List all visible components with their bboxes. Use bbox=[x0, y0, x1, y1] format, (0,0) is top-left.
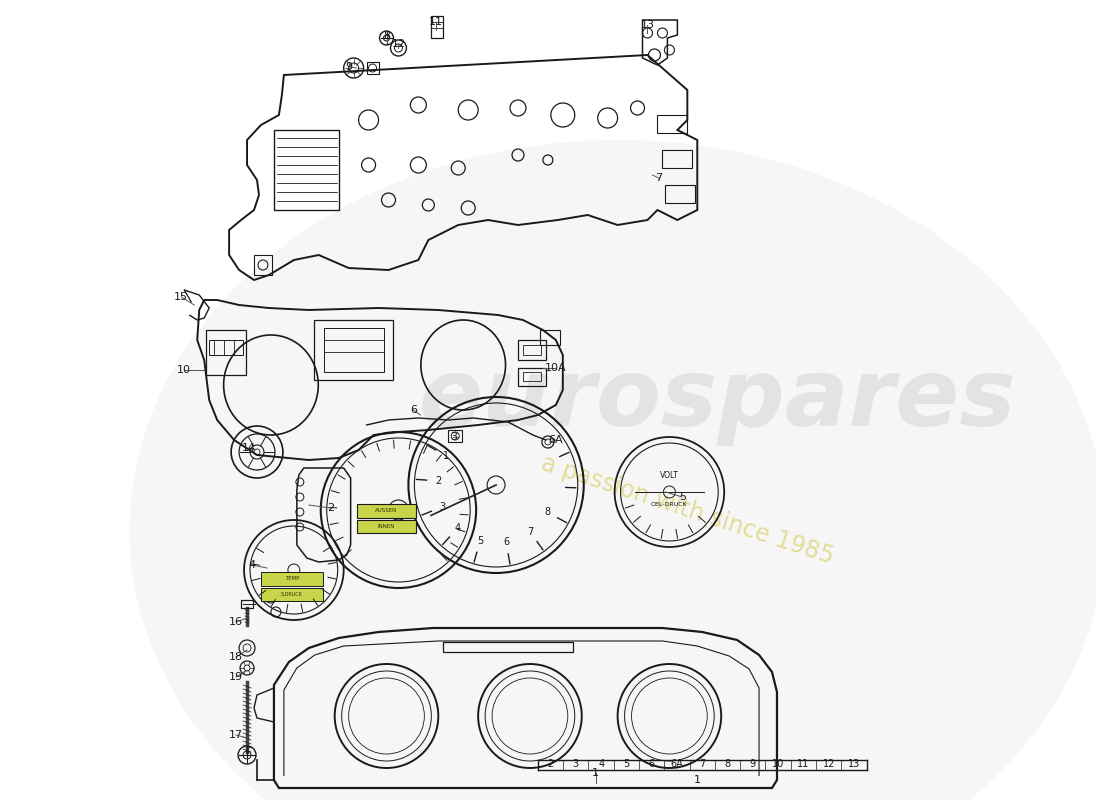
Bar bbox=[522, 372, 541, 381]
Text: 12: 12 bbox=[823, 759, 835, 769]
Text: 6: 6 bbox=[410, 405, 417, 415]
Text: S.DRUCK: S.DRUCK bbox=[280, 593, 302, 598]
Bar bbox=[443, 642, 573, 652]
Text: 5: 5 bbox=[679, 492, 686, 502]
Text: 2: 2 bbox=[548, 759, 553, 769]
Text: 8: 8 bbox=[725, 759, 730, 769]
Text: 14: 14 bbox=[242, 443, 256, 453]
Text: 8: 8 bbox=[544, 507, 550, 518]
Bar bbox=[261, 588, 322, 601]
Text: 9: 9 bbox=[750, 759, 756, 769]
Text: 13: 13 bbox=[640, 20, 654, 30]
Text: 4: 4 bbox=[249, 560, 255, 570]
Text: 8: 8 bbox=[383, 31, 390, 41]
Text: 5: 5 bbox=[624, 759, 629, 769]
Text: 2: 2 bbox=[327, 503, 334, 513]
Text: 6A: 6A bbox=[671, 759, 683, 769]
Text: 1: 1 bbox=[592, 768, 600, 778]
Text: 10: 10 bbox=[772, 759, 784, 769]
Text: 6: 6 bbox=[503, 537, 509, 547]
Text: 10: 10 bbox=[177, 365, 191, 375]
Text: 19: 19 bbox=[229, 672, 243, 682]
Bar bbox=[666, 185, 695, 203]
Text: 3: 3 bbox=[450, 432, 456, 442]
Bar bbox=[658, 115, 688, 133]
Text: 11: 11 bbox=[429, 17, 443, 27]
Text: 4: 4 bbox=[598, 759, 604, 769]
Text: 13: 13 bbox=[848, 759, 860, 769]
Bar bbox=[241, 600, 253, 608]
Text: 9: 9 bbox=[345, 62, 352, 72]
Bar bbox=[356, 520, 417, 533]
Text: 11: 11 bbox=[798, 759, 810, 769]
Text: INNEN: INNEN bbox=[377, 525, 395, 530]
Text: 15: 15 bbox=[174, 292, 188, 302]
Bar bbox=[314, 320, 394, 380]
Text: eurospares: eurospares bbox=[418, 354, 1016, 446]
Bar bbox=[662, 150, 692, 168]
Bar bbox=[540, 330, 560, 345]
Bar bbox=[209, 340, 243, 355]
Bar bbox=[431, 16, 443, 38]
Bar bbox=[254, 255, 272, 275]
Text: 1: 1 bbox=[694, 775, 701, 785]
Text: 7: 7 bbox=[527, 527, 534, 537]
Bar bbox=[518, 368, 546, 386]
Text: AUSSEN: AUSSEN bbox=[375, 509, 397, 514]
Ellipse shape bbox=[130, 140, 1100, 800]
Bar bbox=[261, 572, 322, 586]
Text: 7: 7 bbox=[700, 759, 705, 769]
Bar bbox=[356, 504, 417, 518]
Bar bbox=[522, 345, 541, 355]
Text: 5: 5 bbox=[477, 536, 483, 546]
Text: 3: 3 bbox=[573, 759, 579, 769]
Text: OEL-DRUCK: OEL-DRUCK bbox=[651, 502, 688, 507]
Text: 18: 18 bbox=[229, 652, 243, 662]
Bar bbox=[206, 330, 246, 375]
Text: 6: 6 bbox=[649, 759, 654, 769]
Text: TEMP: TEMP bbox=[285, 577, 299, 582]
Bar bbox=[518, 340, 546, 360]
Text: 7: 7 bbox=[654, 173, 662, 183]
Text: 12: 12 bbox=[392, 39, 406, 49]
Text: 2: 2 bbox=[436, 476, 441, 486]
Text: VOLT: VOLT bbox=[660, 471, 679, 481]
Bar bbox=[449, 430, 462, 442]
Text: 3: 3 bbox=[439, 502, 446, 512]
Text: 4: 4 bbox=[454, 523, 461, 533]
Text: 1: 1 bbox=[443, 451, 449, 461]
Text: 17: 17 bbox=[229, 730, 243, 740]
Text: 6A: 6A bbox=[549, 435, 563, 445]
Text: 16: 16 bbox=[229, 617, 243, 627]
Bar bbox=[366, 62, 378, 74]
Bar bbox=[274, 130, 339, 210]
Text: 10A: 10A bbox=[544, 363, 566, 373]
Bar bbox=[323, 328, 384, 372]
Text: a passion with since 1985: a passion with since 1985 bbox=[538, 451, 837, 569]
